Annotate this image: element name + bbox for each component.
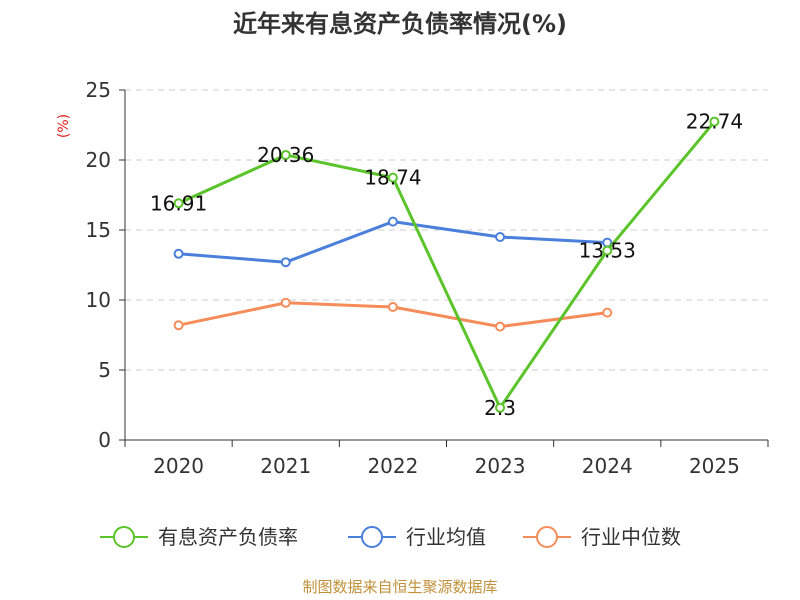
data-point [602, 307, 613, 318]
data-point [173, 320, 184, 331]
x-tick-label: 2023 [475, 454, 526, 478]
legend-marker [113, 526, 135, 548]
legend-label: 有息资产负债率 [158, 525, 298, 549]
data-point [602, 245, 613, 256]
y-tick-label: 10 [86, 288, 111, 312]
data-label: 18.74 [364, 166, 421, 190]
data-point [280, 149, 291, 160]
data-label: 13.53 [579, 239, 636, 263]
y-tick-label: 0 [98, 428, 111, 452]
data-point [387, 216, 398, 227]
data-point [280, 297, 291, 308]
data-point [709, 116, 720, 127]
data-label: 20.36 [257, 143, 314, 167]
legend-marker [361, 526, 383, 548]
x-tick-label: 2021 [260, 454, 311, 478]
chart-title: 近年来有息资产负债率情况(%) [233, 10, 567, 38]
source-note: 制图数据来自恒生聚源数据库 [302, 578, 497, 596]
x-tick-label: 2022 [367, 454, 418, 478]
data-point [387, 302, 398, 312]
y-tick-label: 25 [86, 78, 111, 102]
data-labels: 16.91 20.36 18.74 2.3 13.53 22.74 [150, 110, 743, 420]
data-point [173, 248, 184, 259]
x-tick-label: 2024 [582, 454, 633, 478]
data-point [280, 257, 291, 268]
legend-marker [536, 526, 558, 548]
data-point [495, 321, 506, 332]
data-point [495, 402, 506, 413]
series-line [178, 220, 608, 264]
data-label: 22.74 [686, 110, 743, 134]
y-tick-label: 15 [86, 218, 111, 242]
y-tick-label: 5 [98, 358, 111, 382]
data-label: 16.91 [150, 191, 207, 215]
legend-item[interactable]: 行业中位数 [523, 525, 681, 549]
legend[interactable]: 有息资产负债率 行业均值 行业中位数 [100, 525, 681, 549]
y-tick-label: 20 [86, 148, 111, 172]
series-line [177, 120, 716, 410]
legend-item[interactable]: 行业均值 [348, 525, 486, 549]
x-tick-label: 2025 [689, 454, 740, 478]
legend-label: 行业均值 [406, 525, 486, 549]
data-point [387, 172, 398, 183]
legend-item[interactable]: 有息资产负债率 [100, 525, 298, 549]
data-label: 2.3 [484, 396, 516, 420]
x-tick-label: 2020 [153, 454, 204, 478]
data-point [173, 198, 184, 209]
series-lines [173, 116, 720, 413]
legend-label: 行业中位数 [581, 525, 681, 549]
data-point [495, 232, 506, 242]
y-axis-unit: (%) [56, 114, 72, 138]
